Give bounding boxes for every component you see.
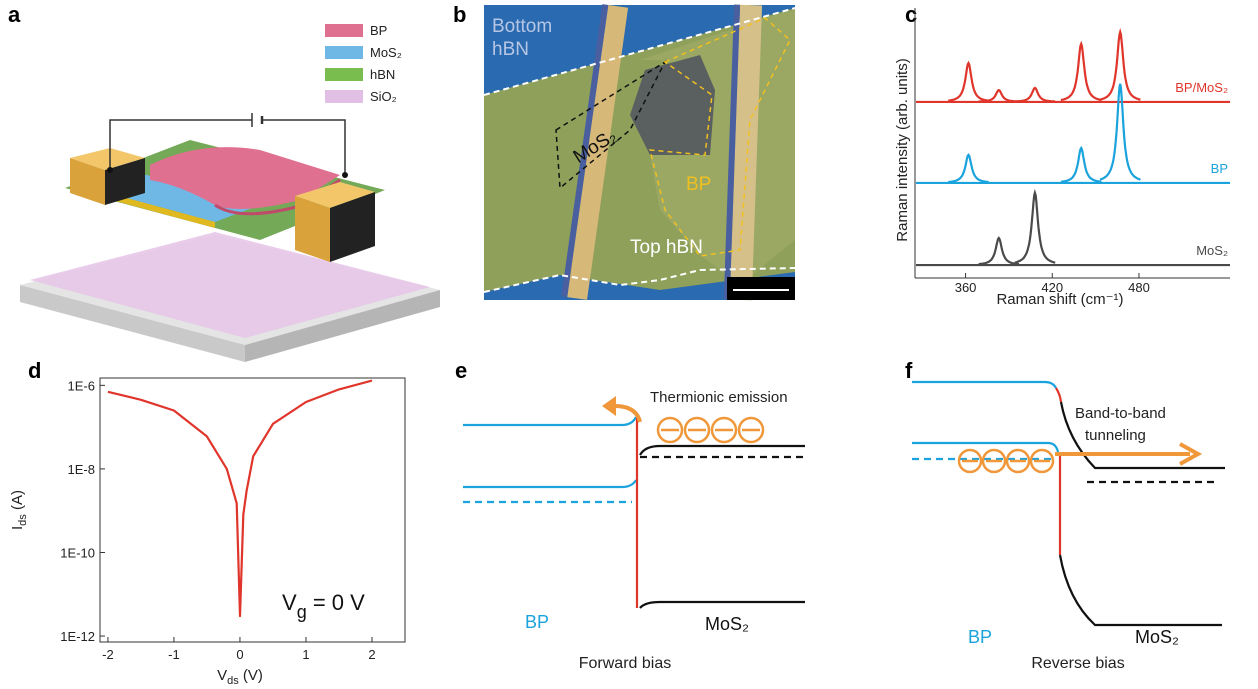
- series-label: MoS₂: [1196, 243, 1228, 258]
- x-tick-label: 420: [1041, 280, 1063, 295]
- annotation: tunneling: [1085, 427, 1146, 444]
- spectrum-peak: [1099, 27, 1141, 101]
- annotation: Vg = 0 V: [282, 590, 365, 622]
- spectrum-peak: [1060, 40, 1102, 102]
- caption: Reverse bias: [1031, 655, 1124, 672]
- bp-conduction-band: [463, 416, 637, 427]
- image-label: Bottom: [492, 16, 552, 37]
- iv-chart: Vds (V) Ids (A) Vg = 0 V -2 -1 0 1 2 1E-12 1E-…: [9, 377, 406, 687]
- x-tick-label: 480: [1128, 280, 1150, 295]
- panel-label: e: [455, 358, 467, 383]
- series-label: BP: [1211, 161, 1228, 176]
- legend-label: SiO₂: [370, 89, 397, 104]
- interface: [1055, 387, 1063, 403]
- legend-swatch: [325, 90, 363, 103]
- annotation: Band-to-band: [1075, 405, 1166, 422]
- electrode-edge: [561, 4, 609, 298]
- panel-label: c: [905, 2, 917, 27]
- circuit-wire: [109, 119, 346, 175]
- bp-conduction-band: [912, 380, 1057, 389]
- electrode-right: [295, 182, 375, 262]
- legend-swatch: [325, 24, 363, 37]
- y-tick-label: 1E-8: [68, 462, 95, 477]
- plot-frame: [99, 377, 406, 643]
- contact-dot: [342, 172, 348, 178]
- x-tick-label: -1: [168, 647, 180, 662]
- spectrum-peak: [1060, 145, 1102, 183]
- x-tick-label: 360: [955, 280, 977, 295]
- bp-thick: [630, 55, 715, 155]
- annotation: Thermionic emission: [650, 389, 788, 406]
- bp-outline: [649, 17, 791, 257]
- mos2-conduction-band: [639, 444, 805, 456]
- device-schematic: [20, 113, 440, 362]
- material-label: MoS₂: [1135, 627, 1179, 647]
- spectrum-peak: [1014, 188, 1056, 264]
- mos2-conduction-band: [1059, 401, 1225, 470]
- bp-valence-band: [463, 479, 637, 489]
- y-tick-label: 1E-6: [68, 378, 95, 393]
- bp-valence-band: [912, 441, 1060, 453]
- legend-swatch: [325, 68, 363, 81]
- spectrum-peak: [978, 236, 1019, 266]
- material-label: BP: [525, 612, 549, 632]
- image-label: BP: [686, 174, 711, 195]
- image-label: Top hBN: [630, 237, 703, 258]
- band-diagram-forward: [463, 396, 805, 609]
- y-tick-label: 1E-12: [60, 629, 95, 644]
- material-label: MoS₂: [705, 614, 749, 634]
- spectrum-peak: [1099, 83, 1141, 181]
- optical-image: Bottom hBN MoS₂ BP Top hBN: [483, 4, 796, 301]
- outline: [483, 267, 796, 293]
- mos2-valence-band: [1058, 554, 1222, 627]
- spectrum-peak: [948, 153, 989, 184]
- x-tick-label: 0: [236, 647, 243, 662]
- image-label: hBN: [492, 39, 529, 60]
- x-tick-label: -2: [102, 647, 114, 662]
- legend-label: MoS₂: [370, 45, 402, 60]
- y-axis-label: Ids (A): [9, 490, 29, 530]
- electrode-left: [70, 148, 145, 205]
- electrons: [957, 448, 1055, 474]
- x-axis-label: Raman shift (cm⁻¹): [996, 291, 1123, 308]
- legend: BP MoS₂ hBN SiO₂: [325, 23, 402, 104]
- mos2-outline: [555, 59, 667, 190]
- arrow-head: [1179, 442, 1203, 466]
- panel-label: a: [8, 2, 21, 27]
- electrode: [567, 5, 629, 300]
- data-line: [107, 379, 373, 618]
- panel-label: d: [28, 358, 41, 383]
- panel-label: f: [905, 358, 913, 383]
- scale-bar-box: [727, 277, 795, 300]
- electrons: [656, 416, 765, 444]
- legend-label: hBN: [370, 67, 395, 82]
- y-axis-label: Raman intensity (arb. units): [894, 58, 911, 241]
- series-label: BP/MoS₂: [1175, 80, 1228, 95]
- substrate-side: [245, 290, 440, 362]
- raman-chart: Raman shift (cm⁻¹) Raman intensity (arb.…: [894, 8, 1230, 308]
- x-tick-label: 2: [368, 647, 375, 662]
- panel-label: b: [453, 2, 466, 27]
- arrow-head: [602, 396, 616, 416]
- substrate-front: [20, 285, 245, 362]
- contact-dot: [107, 167, 113, 173]
- emission-arrow: [611, 403, 642, 423]
- sio2-layer: [30, 232, 430, 338]
- electrode-edge: [723, 4, 741, 300]
- x-tick-label: 1: [302, 647, 309, 662]
- spectrum-peak: [978, 88, 1020, 103]
- caption: Forward bias: [579, 655, 671, 672]
- band-diagram-reverse: [912, 380, 1225, 627]
- outline: [483, 7, 796, 96]
- spectrum-peak: [1014, 86, 1056, 103]
- y-tick-label: 1E-10: [60, 545, 95, 560]
- x-axis-label: Vds (V): [217, 667, 263, 687]
- spectrum-peak: [948, 60, 989, 102]
- electrode: [729, 4, 763, 301]
- material-label: BP: [968, 627, 992, 647]
- legend-label: BP: [370, 23, 387, 38]
- mos2-valence-band: [639, 600, 805, 609]
- legend-swatch: [325, 46, 363, 59]
